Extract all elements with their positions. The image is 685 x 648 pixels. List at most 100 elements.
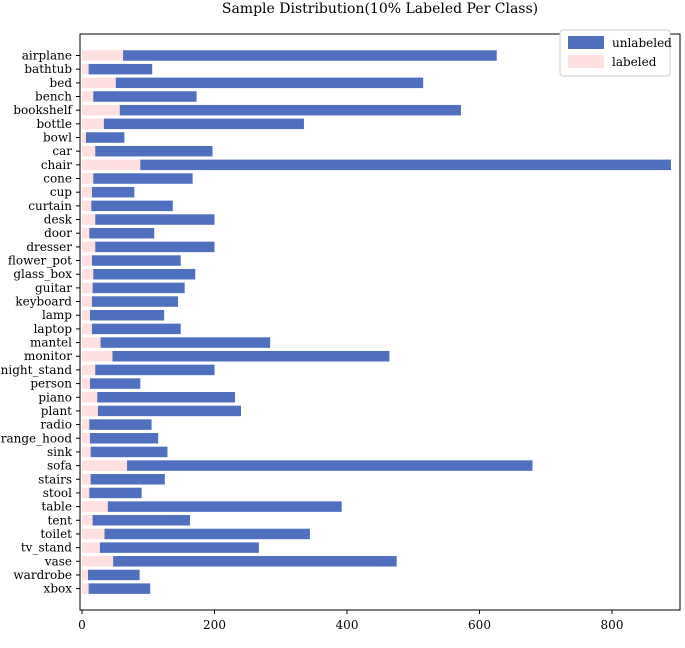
bar-unlabeled-chair bbox=[140, 159, 671, 171]
bar-unlabeled-lamp bbox=[89, 309, 165, 321]
bar-labeled-range_hood bbox=[82, 433, 90, 444]
bar-unlabeled-bench bbox=[93, 91, 197, 102]
bar-labeled-xbox bbox=[82, 583, 89, 594]
bar-unlabeled-radio bbox=[89, 419, 152, 430]
x-tick-label-800: 800 bbox=[601, 618, 624, 632]
bar-unlabeled-flower_pot bbox=[91, 255, 181, 266]
bar-labeled-night_stand bbox=[82, 364, 96, 376]
bar-unlabeled-bathtub bbox=[88, 63, 153, 75]
y-tick-label-bottle: bottle bbox=[37, 117, 73, 131]
y-tick-label-stairs: stairs bbox=[38, 472, 72, 486]
bar-labeled-car bbox=[82, 145, 96, 157]
bar-unlabeled-xbox bbox=[88, 583, 151, 594]
bar-labeled-flower_pot bbox=[82, 255, 92, 266]
y-tick-label-curtain: curtain bbox=[28, 199, 72, 213]
x-axis-ticks: 0 200 400 600 800 bbox=[78, 610, 623, 632]
bar-unlabeled-wardrobe bbox=[87, 569, 140, 581]
bar-labeled-sofa bbox=[82, 460, 128, 471]
bar-unlabeled-car bbox=[95, 145, 213, 157]
bar-labeled-piano bbox=[82, 392, 98, 403]
y-tick-label-plant: plant bbox=[41, 404, 72, 418]
legend: unlabeled labeled bbox=[559, 29, 672, 77]
chart-title: Sample Distribution(10% Labeled Per Clas… bbox=[222, 1, 538, 17]
y-tick-label-monitor: monitor bbox=[24, 349, 72, 363]
bar-labeled-curtain bbox=[82, 200, 92, 212]
bar-labeled-person bbox=[82, 378, 90, 389]
bar-unlabeled-bottle bbox=[103, 118, 304, 130]
y-tick-label-tent: tent bbox=[48, 513, 73, 527]
y-tick-label-bookshelf: bookshelf bbox=[13, 103, 73, 117]
legend-swatch-unlabeled bbox=[568, 36, 604, 49]
bar-labeled-plant bbox=[82, 405, 98, 417]
y-tick-label-guitar: guitar bbox=[35, 281, 72, 295]
bar-labeled-stool bbox=[82, 487, 90, 499]
bar-labeled-cup bbox=[82, 186, 92, 198]
y-tick-label-stool: stool bbox=[43, 486, 72, 500]
bar-labeled-desk bbox=[82, 214, 96, 225]
y-tick-label-laptop: laptop bbox=[34, 322, 73, 336]
bar-labeled-airplane bbox=[82, 50, 124, 61]
y-tick-label-range_hood: range_hood bbox=[1, 431, 73, 445]
bar-unlabeled-plant bbox=[97, 405, 242, 417]
bar-unlabeled-bowl bbox=[85, 132, 125, 143]
y-tick-label-piano: piano bbox=[38, 390, 72, 404]
legend-swatch-labeled bbox=[568, 55, 604, 68]
y-tick-label-car: car bbox=[52, 144, 72, 158]
bars-layer bbox=[82, 50, 671, 594]
bar-unlabeled-keyboard bbox=[91, 296, 179, 307]
y-tick-label-desk: desk bbox=[44, 213, 73, 227]
y-tick-label-keyboard: keyboard bbox=[15, 295, 72, 309]
y-tick-label-table: table bbox=[41, 500, 72, 514]
x-tick-label-200: 200 bbox=[203, 618, 226, 632]
bar-unlabeled-cup bbox=[91, 186, 135, 198]
y-tick-label-bathtub: bathtub bbox=[24, 62, 72, 76]
y-tick-label-tv_stand: tv_stand bbox=[21, 541, 72, 555]
bar-labeled-bottle bbox=[82, 118, 104, 130]
bar-labeled-lamp bbox=[82, 309, 90, 321]
bar-labeled-mantel bbox=[82, 337, 101, 348]
bar-unlabeled-stool bbox=[89, 487, 142, 499]
bar-unlabeled-vase bbox=[113, 556, 397, 567]
bar-unlabeled-glass_box bbox=[93, 268, 196, 280]
bar-labeled-bowl bbox=[82, 132, 86, 143]
bar-labeled-bathtub bbox=[82, 63, 89, 75]
bar-labeled-dresser bbox=[82, 241, 96, 253]
bar-unlabeled-guitar bbox=[92, 282, 185, 294]
bar-labeled-table bbox=[82, 501, 108, 512]
legend-label-labeled: labeled bbox=[612, 55, 657, 69]
bar-unlabeled-person bbox=[89, 378, 141, 389]
bar-labeled-monitor bbox=[82, 350, 113, 362]
bar-unlabeled-night_stand bbox=[95, 364, 215, 376]
x-tick-label-400: 400 bbox=[336, 618, 359, 632]
y-tick-label-toilet: toilet bbox=[40, 527, 72, 541]
bar-unlabeled-bookshelf bbox=[119, 104, 461, 116]
legend-label-unlabeled: unlabeled bbox=[612, 36, 672, 50]
bar-unlabeled-toilet bbox=[104, 528, 310, 540]
bar-labeled-door bbox=[82, 227, 90, 239]
bar-unlabeled-table bbox=[107, 501, 342, 512]
y-tick-label-glass_box: glass_box bbox=[13, 267, 72, 281]
y-tick-label-dresser: dresser bbox=[26, 240, 72, 254]
plot-frame bbox=[79, 33, 681, 611]
y-tick-label-lamp: lamp bbox=[42, 308, 72, 322]
y-tick-label-wardrobe: wardrobe bbox=[13, 568, 72, 582]
bar-unlabeled-airplane bbox=[123, 50, 497, 61]
bar-unlabeled-mantel bbox=[100, 337, 271, 348]
bar-unlabeled-monitor bbox=[112, 350, 390, 362]
bar-unlabeled-bed bbox=[115, 77, 424, 89]
y-tick-label-vase: vase bbox=[44, 554, 72, 568]
bar-labeled-laptop bbox=[82, 323, 92, 335]
bar-labeled-wardrobe bbox=[82, 569, 88, 581]
y-tick-label-door: door bbox=[44, 226, 72, 240]
y-tick-label-bowl: bowl bbox=[43, 131, 72, 145]
bar-unlabeled-tent bbox=[92, 515, 190, 526]
bar-unlabeled-piano bbox=[97, 392, 236, 403]
bar-labeled-toilet bbox=[82, 528, 105, 540]
bar-labeled-chair bbox=[82, 159, 141, 171]
bar-labeled-stairs bbox=[82, 474, 91, 485]
bar-labeled-glass_box bbox=[82, 268, 94, 280]
y-tick-label-chair: chair bbox=[41, 158, 72, 172]
bar-labeled-vase bbox=[82, 556, 114, 567]
